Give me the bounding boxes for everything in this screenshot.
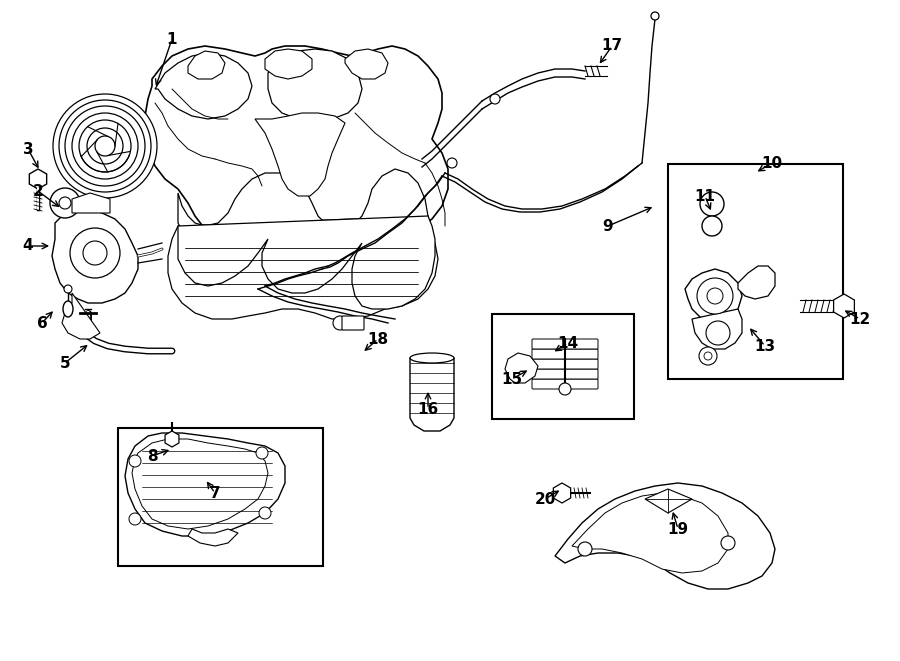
Polygon shape	[178, 216, 435, 309]
Text: 8: 8	[147, 449, 158, 463]
Text: 2: 2	[32, 184, 43, 198]
Circle shape	[95, 136, 115, 156]
Ellipse shape	[410, 353, 454, 363]
FancyBboxPatch shape	[532, 359, 598, 369]
Polygon shape	[833, 294, 854, 318]
Polygon shape	[178, 169, 428, 253]
Text: 7: 7	[210, 485, 220, 500]
Circle shape	[59, 100, 151, 192]
Text: 6: 6	[37, 315, 48, 330]
Circle shape	[447, 158, 457, 168]
Text: 20: 20	[535, 492, 555, 506]
Polygon shape	[692, 309, 742, 349]
Polygon shape	[505, 353, 538, 383]
Polygon shape	[72, 193, 110, 213]
Circle shape	[706, 321, 730, 345]
Polygon shape	[165, 431, 179, 447]
Ellipse shape	[63, 301, 73, 317]
Bar	[668, 164, 843, 379]
Polygon shape	[30, 169, 47, 189]
FancyBboxPatch shape	[532, 339, 598, 349]
Text: 19: 19	[668, 522, 688, 537]
Circle shape	[697, 278, 733, 314]
Text: 1: 1	[166, 32, 177, 46]
FancyBboxPatch shape	[532, 369, 598, 379]
Circle shape	[490, 94, 500, 104]
Circle shape	[256, 447, 268, 459]
Circle shape	[65, 106, 145, 186]
Text: 4: 4	[22, 239, 33, 254]
Circle shape	[559, 383, 571, 395]
Circle shape	[702, 216, 722, 236]
Text: 17: 17	[601, 38, 623, 54]
FancyBboxPatch shape	[532, 349, 598, 359]
Polygon shape	[738, 266, 775, 299]
Polygon shape	[168, 216, 438, 319]
Text: 11: 11	[695, 188, 716, 204]
Polygon shape	[145, 46, 448, 243]
Polygon shape	[268, 49, 362, 123]
Circle shape	[70, 228, 120, 278]
Circle shape	[53, 94, 157, 198]
Circle shape	[72, 113, 138, 179]
Circle shape	[721, 536, 735, 550]
Text: 13: 13	[754, 338, 776, 354]
Polygon shape	[155, 53, 252, 119]
Text: 12: 12	[850, 311, 870, 327]
Polygon shape	[685, 269, 742, 323]
Polygon shape	[52, 209, 138, 303]
Polygon shape	[265, 49, 312, 79]
Circle shape	[333, 316, 347, 330]
Polygon shape	[410, 358, 454, 431]
Polygon shape	[255, 113, 345, 196]
Circle shape	[699, 347, 717, 365]
Polygon shape	[62, 293, 100, 339]
Bar	[118, 428, 323, 566]
Circle shape	[59, 197, 71, 209]
Polygon shape	[125, 433, 285, 536]
Text: 18: 18	[367, 332, 389, 346]
Circle shape	[79, 120, 131, 172]
Circle shape	[700, 192, 724, 216]
Circle shape	[707, 288, 723, 304]
Text: 10: 10	[761, 155, 783, 171]
Circle shape	[50, 188, 80, 218]
Text: 14: 14	[557, 336, 579, 350]
Circle shape	[129, 513, 141, 525]
Circle shape	[704, 352, 712, 360]
Text: 5: 5	[59, 356, 70, 371]
Polygon shape	[572, 493, 728, 573]
Circle shape	[651, 12, 659, 20]
Text: 9: 9	[603, 219, 613, 233]
Text: 15: 15	[501, 371, 523, 387]
Circle shape	[83, 241, 107, 265]
Text: 16: 16	[418, 401, 438, 416]
Polygon shape	[188, 51, 225, 79]
Circle shape	[87, 128, 123, 164]
FancyBboxPatch shape	[342, 316, 364, 330]
Circle shape	[578, 542, 592, 556]
Circle shape	[129, 455, 141, 467]
Bar	[492, 314, 634, 419]
Polygon shape	[554, 483, 571, 503]
Text: 3: 3	[22, 141, 33, 157]
Polygon shape	[132, 439, 268, 529]
Polygon shape	[188, 529, 238, 546]
FancyBboxPatch shape	[532, 379, 598, 389]
Polygon shape	[345, 49, 388, 79]
Circle shape	[259, 507, 271, 519]
Circle shape	[64, 285, 72, 293]
Polygon shape	[555, 483, 775, 589]
Polygon shape	[645, 489, 692, 513]
